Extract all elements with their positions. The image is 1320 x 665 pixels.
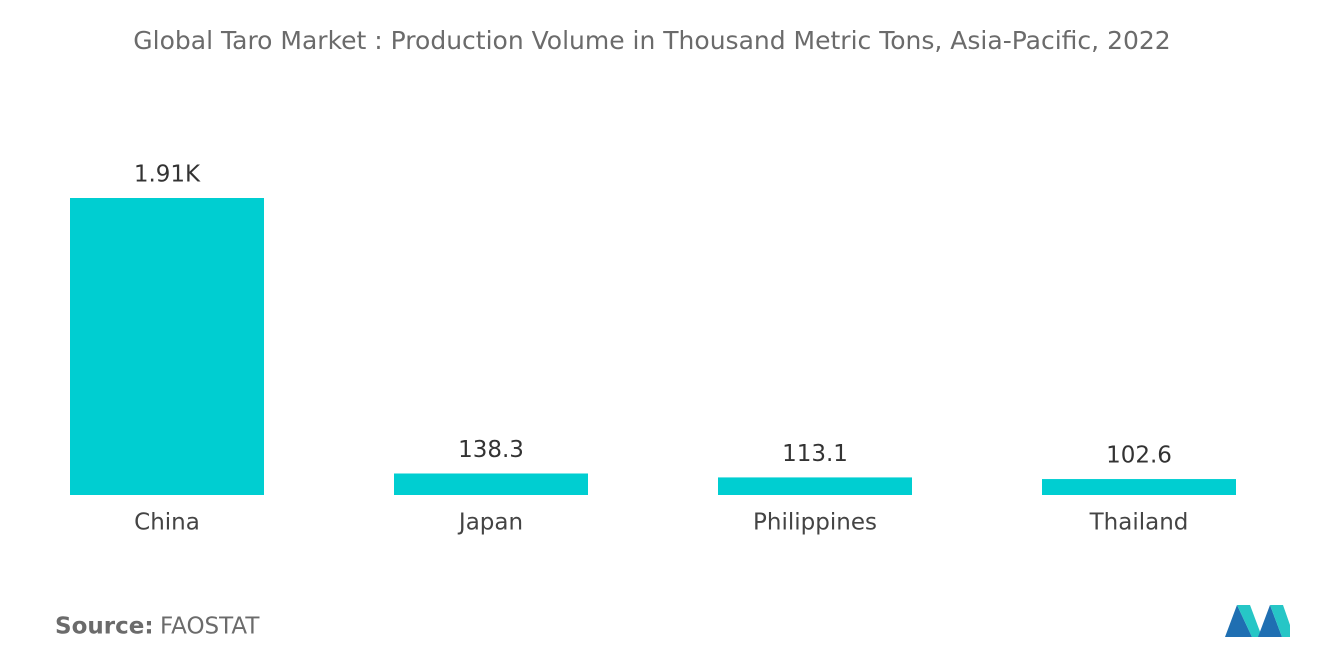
source-label: Source: bbox=[55, 614, 154, 640]
source: FAOSTAT bbox=[160, 614, 260, 640]
logo-part bbox=[1258, 605, 1282, 637]
bar bbox=[718, 477, 912, 495]
x-tick-label: Thailand bbox=[1089, 510, 1189, 536]
logo-part bbox=[1237, 605, 1262, 637]
bar bbox=[1042, 479, 1236, 495]
x-tick-label: Japan bbox=[457, 510, 523, 536]
bar bbox=[394, 473, 588, 495]
x-tick-label: China bbox=[134, 510, 200, 536]
value-label: 138.3 bbox=[458, 437, 524, 463]
x-tick-label: Philippines bbox=[753, 510, 877, 536]
logo-part bbox=[1225, 605, 1252, 637]
logo-part bbox=[1270, 605, 1290, 637]
value-label: 102.6 bbox=[1106, 443, 1172, 469]
chart-title: Global Taro Market : Production Volume i… bbox=[133, 26, 1170, 55]
logo bbox=[1225, 605, 1290, 637]
bar bbox=[70, 198, 264, 495]
value-label: 113.1 bbox=[782, 441, 848, 467]
value-label: 1.91K bbox=[134, 162, 201, 188]
